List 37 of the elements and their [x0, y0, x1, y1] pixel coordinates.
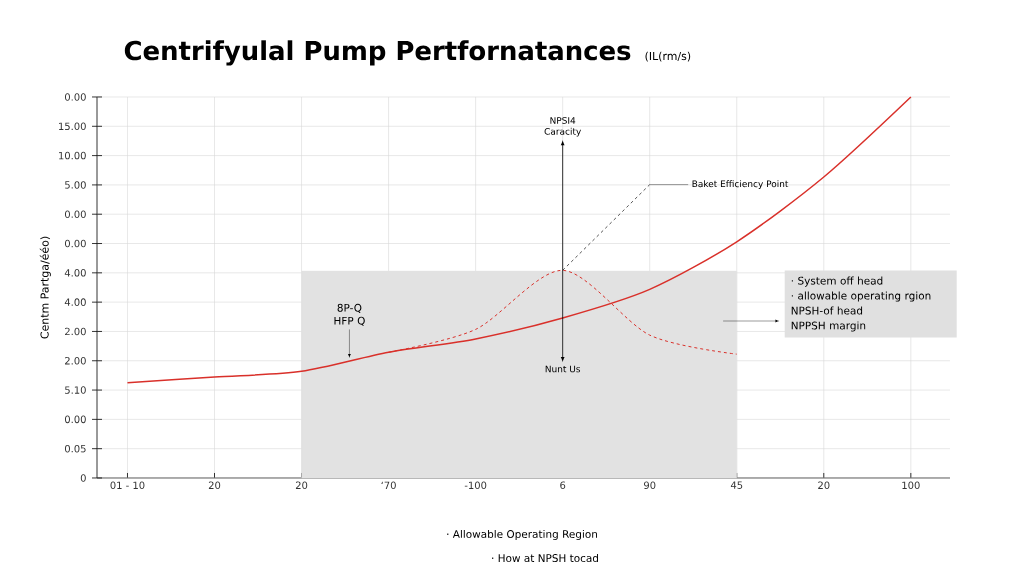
x-tick-label: 20 [295, 481, 308, 490]
x-tick-label: 20 [208, 481, 221, 490]
text: 0.05 [64, 444, 86, 453]
text: 0 [80, 474, 86, 482]
text: 15.00 [59, 122, 86, 131]
annotation: Nunt Us [545, 365, 581, 373]
x-tick-label: ‘70 [381, 481, 396, 490]
text: 0.00 [64, 93, 86, 101]
text: 4.00 [64, 298, 86, 306]
chart-title: Centrifyulal Pump Pertfornatances [124, 40, 631, 66]
x-tick-label: 20 [818, 481, 830, 490]
text: · Allowable Operating Region [447, 529, 597, 541]
x-tick-label: 45 [730, 481, 743, 489]
text: · How at NPSH tocad [492, 553, 599, 563]
text: 0.00 [64, 415, 86, 424]
annotation: NPSI4 Caracity [544, 117, 581, 137]
y-axis-title: Centm Partga/ééo) [39, 236, 51, 339]
text: 2.00 [65, 327, 86, 336]
text: 4.00 [64, 269, 86, 277]
annotation: NPSH-of head [791, 306, 863, 315]
text: 0.00 [64, 239, 86, 248]
annotation: · System off head [791, 276, 883, 287]
annotation: Baket Efficiency Point [692, 180, 789, 189]
text: 10.00 [59, 151, 86, 160]
x-tick-label: 90 [644, 481, 656, 490]
chart-subtitle: (IL(rm/s) [645, 51, 691, 62]
x-tick-label: 100 [902, 481, 920, 490]
annotation: · allowable operating rgion [791, 291, 931, 302]
x-tick-label: 6 [560, 481, 566, 490]
text: 5.00 [65, 181, 86, 189]
x-tick-label: -100 [464, 481, 487, 490]
annotation: 8P-Q HFP Q [334, 303, 365, 326]
annotation: NPPSH margin [791, 321, 866, 332]
x-tick-label: 01 - 10 [110, 481, 145, 490]
text: 0.00 [64, 210, 86, 218]
text: 5.10 [65, 386, 86, 394]
text: 2.00 [65, 356, 86, 365]
